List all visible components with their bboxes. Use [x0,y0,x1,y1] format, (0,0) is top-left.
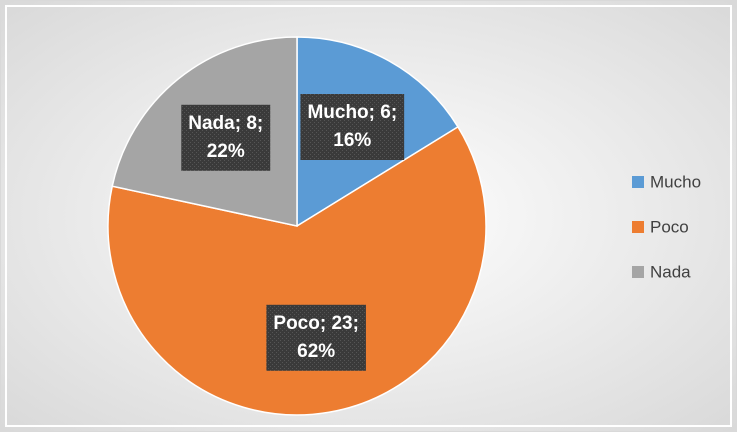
data-label-box [181,104,271,171]
data-label-box [300,94,405,161]
data-label: Poco; 23; 62% [266,304,366,371]
legend-label: Nada [650,262,691,281]
legend-swatch [632,266,644,278]
data-label: Nada; 8; 22% [181,104,271,171]
legend-label: Mucho [650,172,701,191]
chart-border [5,5,732,427]
data-label-text: Mucho; 6; [307,102,397,123]
data-label-box [266,304,366,371]
data-label-text: Poco; 23; [273,313,359,334]
data-label-text: Nada; 8; [188,113,263,134]
data-label-text: 22% [207,141,245,162]
pie-slice [107,125,487,416]
legend-swatch [632,221,644,233]
data-label: Mucho; 6; 16% [300,94,405,161]
data-label-text: 62% [297,341,335,362]
legend-swatch [632,176,644,188]
data-label-text: 16% [333,130,371,151]
legend-label: Poco [650,217,689,236]
